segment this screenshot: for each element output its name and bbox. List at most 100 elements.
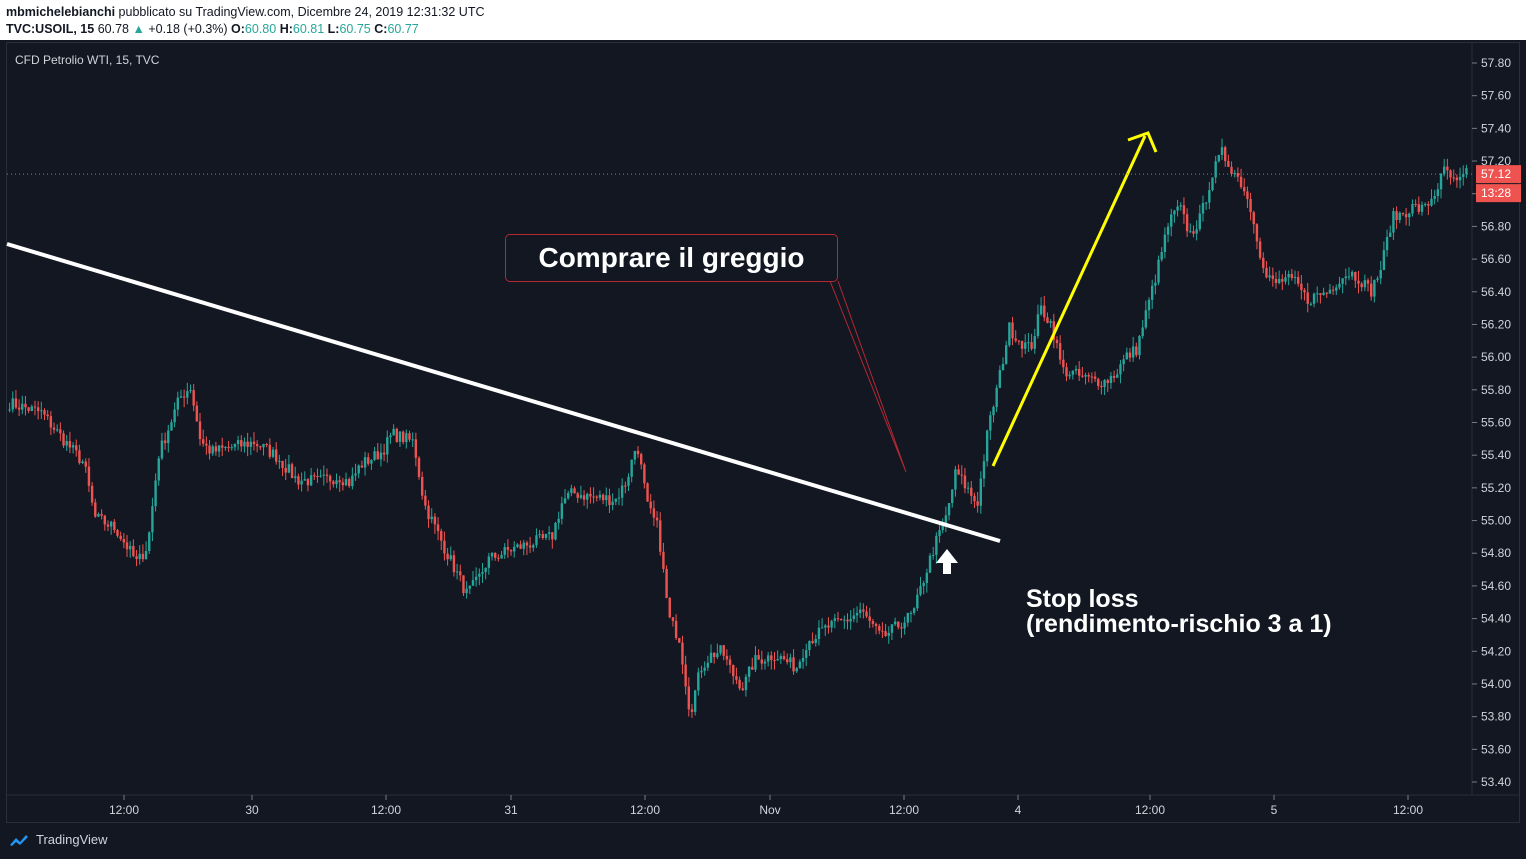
footer-bar: [0, 826, 1526, 859]
candle-body: [1195, 229, 1198, 234]
candle-body: [909, 612, 913, 614]
candle-body: [1293, 276, 1297, 279]
candle-body: [1306, 292, 1309, 304]
candle-body: [792, 657, 795, 672]
candle-body: [1347, 276, 1351, 278]
buy-callout[interactable]: Comprare il greggio: [505, 234, 838, 282]
candle-body: [725, 655, 729, 660]
candle-body: [973, 495, 976, 502]
candle-body: [976, 501, 979, 506]
candle-body: [484, 567, 487, 573]
candle-body: [630, 459, 633, 477]
candle-body: [401, 431, 405, 443]
candle-body: [963, 475, 967, 489]
candle-body: [922, 582, 925, 587]
candle-body: [1024, 342, 1027, 349]
candle-body: [224, 446, 227, 448]
candle-body: [678, 637, 681, 643]
time-tick-label: 12:00: [109, 803, 139, 817]
stop-loss-note[interactable]: Stop loss (rendimento-rischio 3 a 1): [1026, 587, 1332, 637]
candle-body: [84, 461, 87, 467]
candle-body: [1043, 305, 1046, 318]
candle-body: [367, 457, 370, 464]
candle-body: [1106, 380, 1109, 384]
candle-body: [592, 496, 595, 498]
candle-body: [1436, 189, 1440, 196]
candle-body: [449, 555, 452, 560]
candle-body: [119, 535, 122, 540]
candle-body: [430, 516, 433, 520]
candle-body: [75, 445, 78, 451]
candle-body: [957, 469, 960, 475]
candle-body: [1198, 213, 1202, 230]
candle-body: [179, 396, 183, 398]
candle-body: [1335, 287, 1338, 291]
last-price: 60.78: [97, 22, 129, 36]
candle-body: [1068, 374, 1071, 377]
candle-body: [189, 390, 192, 392]
candle-body: [373, 451, 376, 460]
candle-body: [100, 513, 103, 516]
candle-body: [509, 549, 513, 552]
candle-body: [363, 457, 367, 468]
publish-info: mbmichelebianchi pubblicato su TradingVi…: [6, 5, 485, 19]
author-name[interactable]: mbmichelebianchi: [6, 5, 116, 19]
low-label: L:: [327, 22, 340, 36]
candle-body: [322, 474, 326, 476]
candle-body: [252, 441, 256, 445]
candle-body: [1112, 375, 1116, 378]
candle-body: [278, 460, 281, 462]
publish-text: pubblicato su TradingView.com, Dicembre …: [118, 5, 485, 19]
candle-body: [547, 532, 551, 534]
candle-body: [471, 580, 475, 586]
price-tick-label: 54.80: [1481, 546, 1511, 560]
price-tick-label: 54.40: [1481, 612, 1511, 626]
candle-body: [1239, 176, 1243, 188]
candle-body: [639, 454, 643, 465]
candle-body: [1036, 314, 1040, 337]
candle-body: [966, 487, 970, 489]
last-price-badge-text: 57.12: [1481, 167, 1511, 181]
candle-body: [776, 659, 779, 661]
candle-body: [128, 546, 132, 550]
candle-body: [1430, 198, 1433, 206]
candle-body: [858, 609, 862, 613]
candle-body: [186, 391, 189, 398]
candle-body: [306, 479, 310, 486]
candle-body: [541, 534, 545, 538]
candle-body: [227, 446, 230, 448]
candle-body: [357, 465, 360, 474]
candle-body: [712, 652, 716, 658]
candle-body: [30, 406, 34, 411]
drawings-layer: [6, 131, 1158, 574]
candle-body: [284, 467, 287, 473]
candle-body: [671, 617, 675, 621]
candle-body: [68, 441, 72, 448]
candle-body: [243, 441, 246, 447]
candle-body: [513, 546, 516, 552]
candle-body: [1084, 375, 1087, 377]
candle-body: [233, 444, 237, 448]
candle-body: [71, 445, 75, 448]
candle-body: [157, 458, 160, 481]
candle-body: [1369, 283, 1373, 297]
tradingview-logo[interactable]: TradingView: [8, 832, 108, 847]
candle-body: [236, 440, 240, 445]
candle-body: [624, 485, 627, 487]
candle-body: [931, 554, 935, 556]
candle-body: [481, 572, 484, 574]
candle-body: [1201, 203, 1205, 214]
candle-body: [1093, 376, 1097, 379]
candle-body: [1077, 368, 1081, 376]
candle-body: [132, 546, 135, 557]
candle-body: [1211, 177, 1214, 191]
candle-body: [455, 571, 459, 573]
candle-body: [732, 664, 735, 677]
candle-body: [1173, 210, 1176, 215]
candle-body: [420, 476, 424, 496]
candle-body: [493, 552, 497, 558]
candle-body: [605, 495, 608, 501]
candle-body: [1265, 267, 1268, 278]
candle-body: [462, 575, 465, 594]
